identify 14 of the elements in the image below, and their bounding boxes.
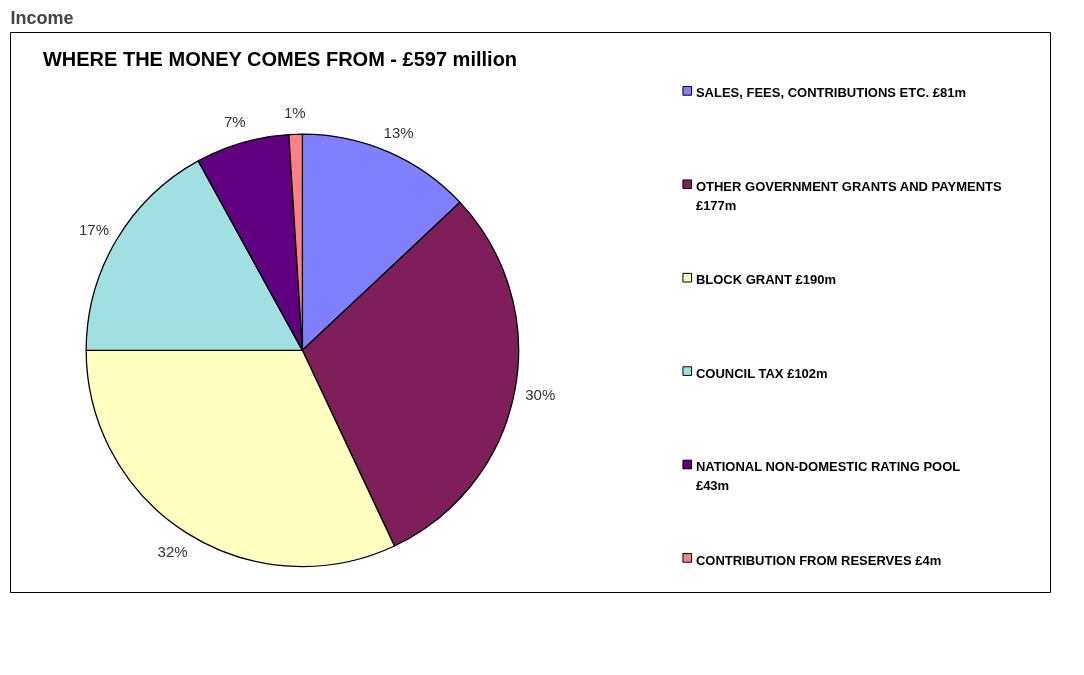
- data-label: 17%: [78, 220, 109, 238]
- data-label: 32%: [157, 542, 188, 560]
- data-label: 30%: [525, 386, 556, 404]
- legend-label: SALES, FEES, CONTRIBUTIONS ETC. £81m: [695, 85, 967, 101]
- legend-label: OTHER GOVERNMENT GRANTS AND PAYMENTS £177m: [695, 178, 1002, 213]
- data-label: 13%: [383, 123, 414, 141]
- legend-label: CONTRIBUTION FROM RESERVES £4m: [695, 552, 942, 568]
- legend-label: BLOCK GRANT £190m: [695, 272, 837, 288]
- legend-label: NATIONAL NON-DOMESTIC RATING POOL £43m: [695, 459, 961, 493]
- chart-subtitle: WHERE THE MONEY COMES FROM - £597 million: [42, 47, 518, 70]
- data-label: 1%: [283, 104, 306, 122]
- data-label: 7%: [223, 113, 246, 131]
- chart-title: Income: [10, 7, 74, 28]
- legend-label: COUNCIL TAX £102m: [695, 365, 828, 381]
